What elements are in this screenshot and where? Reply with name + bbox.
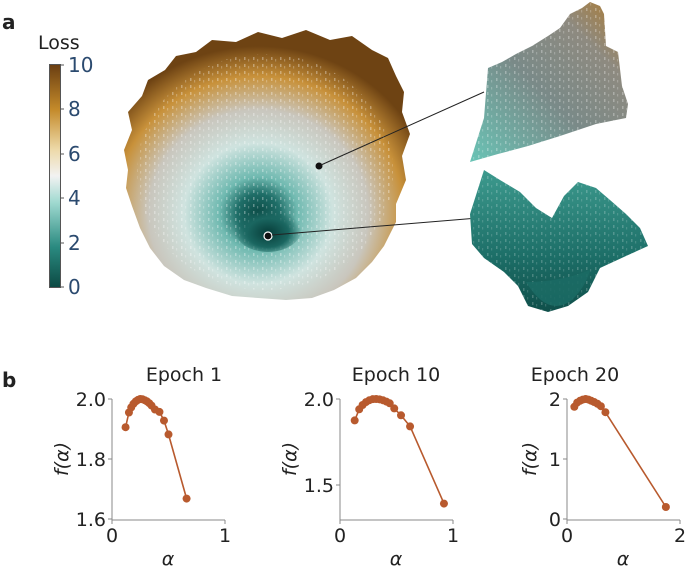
- epoch-1-ylabel: f(α): [51, 442, 73, 476]
- epoch-1-xlabel: α: [162, 548, 175, 569]
- data-point: [155, 407, 164, 416]
- epoch-20-ytick-0: 0: [549, 509, 561, 531]
- data-point: [661, 503, 670, 511]
- epoch-10-title: Epoch 10: [351, 364, 441, 386]
- epoch-10-ytick-1.5: 1.5: [304, 475, 334, 497]
- epoch-20-ytick-1: 1: [549, 449, 561, 471]
- connector-line-upper: [320, 91, 485, 166]
- epoch-1-ytick-2.0: 2.0: [76, 389, 106, 411]
- loss-landscape-bowl: [124, 2, 648, 312]
- data-point: [596, 402, 605, 411]
- colorbar-tick-8: 8: [68, 97, 81, 121]
- epoch-20-series: [570, 395, 670, 511]
- colorbar-ticks: [60, 64, 64, 288]
- colorbar-tick-0: 0: [68, 275, 81, 299]
- epoch-1-axes: [108, 398, 226, 524]
- epoch-1-plot: 2.0 1.8 1.6 0 1 α f(α): [51, 389, 231, 569]
- bowl-point-minimum: [263, 231, 273, 241]
- colorbar-title: Loss: [38, 32, 80, 54]
- data-point: [350, 416, 359, 425]
- data-point: [159, 416, 168, 425]
- panel-label-a: a: [2, 10, 16, 34]
- data-point: [397, 411, 406, 420]
- colorbar: [49, 64, 61, 288]
- epoch-20-xtick-0: 0: [561, 525, 573, 547]
- epoch-10-plot: 2.0 1.5 0 1 α f(α): [279, 389, 459, 569]
- epoch-20-axes: [563, 398, 681, 524]
- data-point: [182, 494, 191, 503]
- epoch-1-title: Epoch 1: [145, 364, 223, 386]
- epoch-20-ytick-2: 2: [549, 389, 561, 411]
- series-line: [573, 398, 667, 508]
- data-point: [164, 430, 173, 439]
- epoch-10-axes: [336, 398, 454, 524]
- bowl-point-high: [315, 162, 323, 170]
- data-point: [406, 422, 415, 431]
- connector-line-lower: [271, 217, 479, 236]
- epoch-1-series: [121, 395, 191, 503]
- data-point: [385, 399, 394, 408]
- epoch-1-xtick-1: 1: [219, 525, 231, 547]
- epoch-10-series: [350, 395, 448, 508]
- epoch-1-xtick-0: 0: [106, 525, 118, 547]
- epoch-20-xlabel: α: [617, 548, 630, 569]
- epoch-10-xtick-1: 1: [447, 525, 459, 547]
- colorbar-tick-10: 10: [68, 53, 94, 77]
- data-point: [439, 499, 448, 508]
- epoch-1-ytick-1.6: 1.6: [76, 509, 106, 531]
- panel-label-b: b: [2, 368, 17, 392]
- epoch-10-xtick-0: 0: [334, 525, 346, 547]
- epoch-20-xtick-2: 2: [674, 525, 685, 547]
- data-point: [390, 404, 399, 413]
- colorbar-tick-2: 2: [68, 231, 81, 255]
- epoch-20-title: Epoch 20: [530, 364, 620, 386]
- epoch-10-ytick-2.0: 2.0: [304, 389, 334, 411]
- epoch-20-plot: 2 1 0 0 2 α f(α): [519, 389, 685, 569]
- epoch-10-xlabel: α: [390, 548, 403, 569]
- data-point: [121, 423, 130, 432]
- colorbar-tick-6: 6: [68, 142, 81, 166]
- colorbar-tick-4: 4: [68, 186, 81, 210]
- epoch-1-ytick-1.8: 1.8: [76, 449, 106, 471]
- data-point: [601, 408, 610, 417]
- epoch-10-ylabel: f(α): [279, 442, 301, 476]
- epoch-20-ylabel: f(α): [519, 442, 541, 476]
